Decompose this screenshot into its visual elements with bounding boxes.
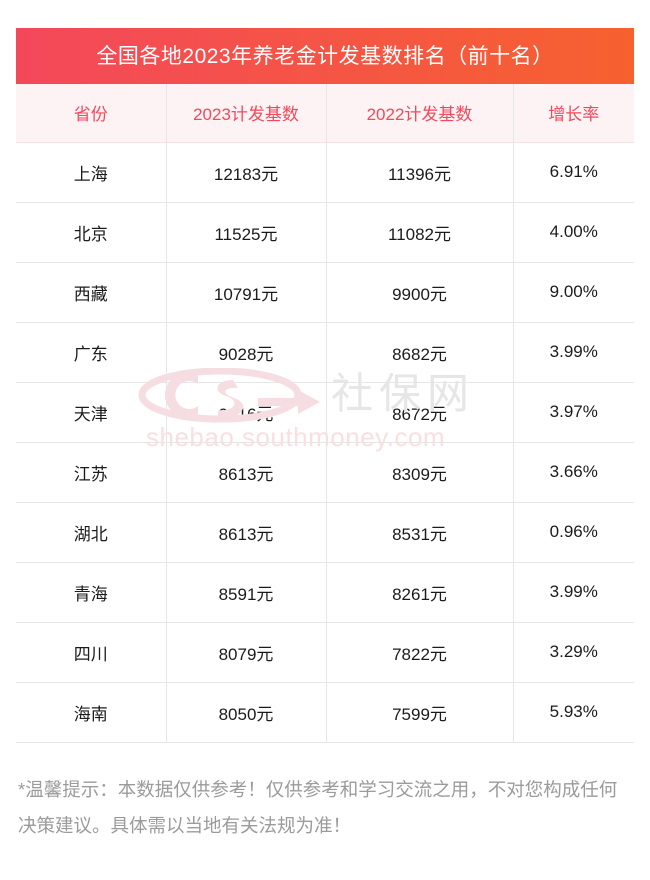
- cell-growth: 3.99%: [513, 322, 634, 383]
- cell-growth: 3.66%: [513, 442, 634, 503]
- cell-province: 青海: [16, 562, 167, 623]
- disclaimer-note: *温馨提示：本数据仅供参考！仅供参考和学习交流之用，不对您构成任何决策建议。具体…: [18, 779, 618, 836]
- cell-base-2022: 8531元: [326, 502, 514, 563]
- cell-base-2023: 8613元: [166, 502, 327, 563]
- cell-province: 北京: [16, 202, 167, 263]
- cell-base-2022: 8682元: [326, 322, 514, 383]
- table-body: 上海 12183元 11396元 6.91% 北京 11525元 11082元 …: [16, 142, 634, 743]
- cell-growth: 6.91%: [513, 142, 634, 203]
- cell-growth: 4.00%: [513, 202, 634, 263]
- table-row: 上海 12183元 11396元 6.91%: [16, 142, 634, 203]
- column-header-base-2022: 2022计发基数: [326, 84, 514, 143]
- cell-province: 海南: [16, 682, 167, 743]
- cell-growth: 9.00%: [513, 262, 634, 323]
- cell-base-2023: 11525元: [166, 202, 327, 263]
- cell-growth: 3.97%: [513, 382, 634, 443]
- page-title: 全国各地2023年养老金计发基数排名（前十名）: [96, 44, 554, 68]
- table-row: 四川 8079元 7822元 3.29%: [16, 622, 634, 683]
- cell-base-2022: 7599元: [326, 682, 514, 743]
- cell-base-2023: 8591元: [166, 562, 327, 623]
- cell-base-2023: 9016元: [166, 382, 327, 443]
- column-header-base-2023: 2023计发基数: [166, 84, 327, 143]
- cell-base-2022: 8672元: [326, 382, 514, 443]
- cell-province: 广东: [16, 322, 167, 383]
- table-row: 青海 8591元 8261元 3.99%: [16, 562, 634, 623]
- cell-province: 上海: [16, 142, 167, 203]
- cell-base-2023: 8079元: [166, 622, 327, 683]
- cell-base-2022: 7822元: [326, 622, 514, 683]
- cell-province: 四川: [16, 622, 167, 683]
- table-header: 省份 2023计发基数 2022计发基数 增长率: [16, 84, 634, 143]
- cell-base-2023: 8613元: [166, 442, 327, 503]
- cell-base-2022: 11396元: [326, 142, 514, 203]
- table-row: 天津 9016元 8672元 3.97%: [16, 382, 634, 443]
- cell-base-2022: 11082元: [326, 202, 514, 263]
- cell-province: 江苏: [16, 442, 167, 503]
- page-title-banner: 全国各地2023年养老金计发基数排名（前十名）: [16, 28, 634, 84]
- cell-base-2023: 12183元: [166, 142, 327, 203]
- column-header-growth-rate: 增长率: [513, 84, 634, 143]
- cell-province: 西藏: [16, 262, 167, 323]
- cell-base-2022: 9900元: [326, 262, 514, 323]
- cell-growth: 3.29%: [513, 622, 634, 683]
- cell-growth: 3.99%: [513, 562, 634, 623]
- table-row: 海南 8050元 7599元 5.93%: [16, 682, 634, 743]
- cell-base-2022: 8309元: [326, 442, 514, 503]
- table-row: 江苏 8613元 8309元 3.66%: [16, 442, 634, 503]
- column-header-province: 省份: [16, 84, 167, 143]
- cell-base-2023: 8050元: [166, 682, 327, 743]
- table-row: 湖北 8613元 8531元 0.96%: [16, 502, 634, 563]
- pension-base-table: 省份 2023计发基数 2022计发基数 增长率 上海 12183元 11396…: [16, 84, 634, 743]
- table-row: 西藏 10791元 9900元 9.00%: [16, 262, 634, 323]
- cell-base-2023: 9028元: [166, 322, 327, 383]
- table-row: 广东 9028元 8682元 3.99%: [16, 322, 634, 383]
- table-header-row: 省份 2023计发基数 2022计发基数 增长率: [16, 84, 634, 143]
- cell-base-2022: 8261元: [326, 562, 514, 623]
- cell-province: 湖北: [16, 502, 167, 563]
- cell-province: 天津: [16, 382, 167, 443]
- cell-base-2023: 10791元: [166, 262, 327, 323]
- table-row: 北京 11525元 11082元 4.00%: [16, 202, 634, 263]
- cell-growth: 5.93%: [513, 682, 634, 743]
- cell-growth: 0.96%: [513, 502, 634, 563]
